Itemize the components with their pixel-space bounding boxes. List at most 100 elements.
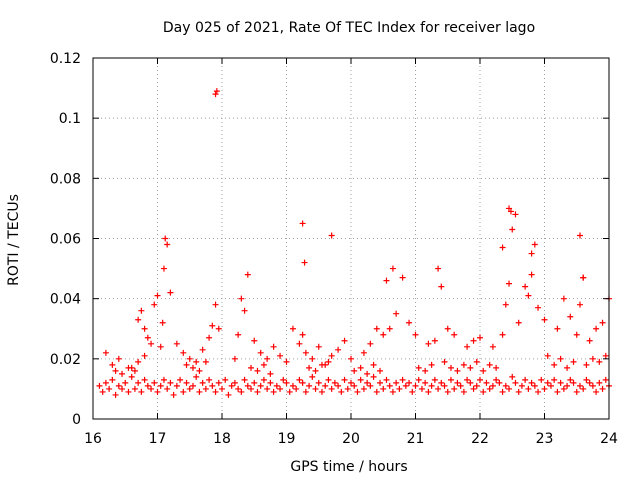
data-point [489,343,496,350]
data-point [509,226,516,233]
data-point [499,388,506,395]
data-point [354,388,361,395]
y-tick-label: 0.02 [50,352,81,368]
data-point [438,379,445,386]
data-point [396,385,403,392]
data-point [499,244,506,251]
data-point [318,361,325,368]
data-point [489,382,496,389]
data-point [531,241,538,248]
data-point [586,379,593,386]
data-point [477,334,483,341]
data-point [170,391,177,398]
x-tick-labels: 16 17 18 19 20 21 22 23 24 [84,431,618,447]
data-point [367,382,374,389]
data-point [312,385,319,392]
data-point [270,343,277,350]
data-point [335,346,342,353]
data-point [109,361,116,368]
y-tick-label: 0.06 [50,232,81,248]
data-point [464,343,471,350]
data-point [593,325,600,332]
data-point [428,382,435,389]
data-point [235,331,242,338]
data-point [193,373,200,380]
y-tick-label: 0.12 [50,51,81,67]
data-point [338,388,345,395]
data-point [309,355,316,362]
data-point [164,241,171,248]
data-point [219,385,225,392]
data-point [189,364,196,371]
data-point [360,385,367,392]
data-point [162,235,169,242]
data-point [364,379,371,386]
data-point [415,364,422,371]
data-point [296,376,303,383]
data-point [328,232,335,239]
data-point [441,382,448,389]
data-point [377,367,384,374]
data-point [196,367,203,374]
data-point [377,379,384,386]
data-point [322,382,329,389]
data-point [547,382,554,389]
data-point [180,349,187,356]
data-point [496,379,503,386]
data-point [315,343,322,350]
data-point [189,382,196,389]
data-point [241,307,248,314]
data-point [135,379,142,386]
data-point [567,313,574,320]
data-point [567,376,574,383]
data-point [589,355,596,362]
data-point [554,325,561,332]
data-point [348,355,354,362]
data-point [460,361,467,368]
data-point [138,307,145,314]
data-point [422,367,429,374]
data-point [473,382,480,389]
data-point [602,376,609,383]
data-point [506,205,513,212]
data-point [528,379,535,386]
data-point [257,382,264,389]
data-point [115,355,122,362]
data-point [202,385,209,392]
data-point [277,385,284,392]
data-point [122,379,129,386]
data-point [325,358,332,365]
data-point [257,349,264,356]
data-point [412,382,419,389]
data-point [213,88,220,95]
data-point [144,382,151,389]
data-point [351,382,358,389]
data-point [135,316,142,323]
data-point [254,388,261,395]
data-point [289,325,296,332]
data-point [480,367,487,374]
data-point [573,388,580,395]
data-point [493,364,500,371]
data-point [125,388,132,395]
data-point [507,208,514,215]
tick-marks [92,57,610,420]
data-point [215,379,222,386]
data-point [112,367,119,374]
data-point [538,376,545,383]
data-point [573,331,580,338]
data-point [428,361,435,368]
chart-title: Day 025 of 2021, Rate Of TEC Index for r… [163,20,535,36]
data-point [102,349,109,356]
data-point [248,364,255,371]
x-tick-label: 22 [471,431,489,447]
data-point [299,331,306,338]
data-point [531,382,538,389]
x-tick-label: 18 [213,431,231,447]
data-point [596,358,603,365]
grid [93,58,609,419]
data-point [141,376,148,383]
data-point [599,385,606,392]
data-point [254,367,261,374]
